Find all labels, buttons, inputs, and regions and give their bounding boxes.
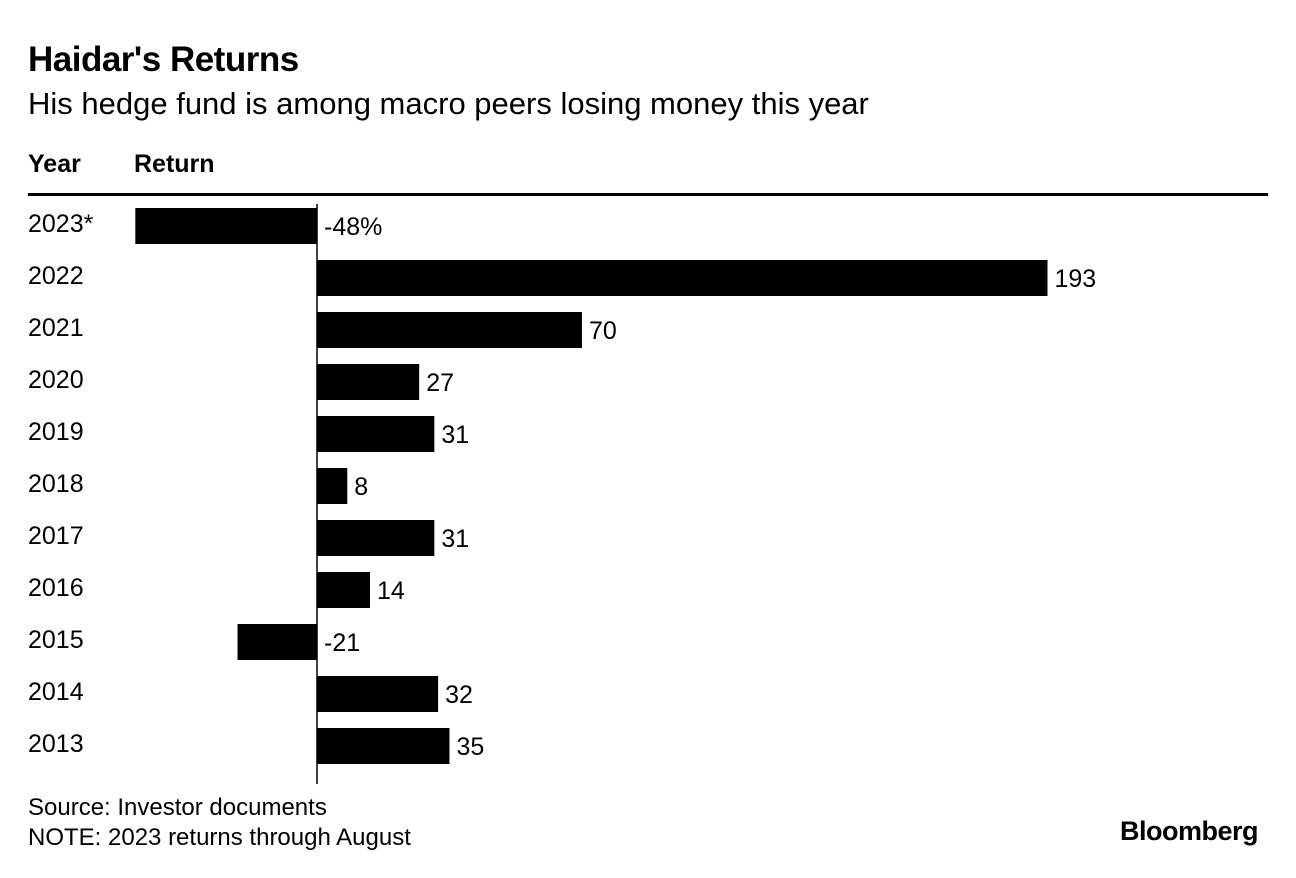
value-label: 8 xyxy=(354,473,368,501)
year-label: 2023* xyxy=(28,210,94,238)
bloomberg-logo: Bloomberg xyxy=(1119,816,1259,846)
bar-2023 xyxy=(135,208,317,244)
year-label: 2018 xyxy=(28,470,84,498)
value-label: 70 xyxy=(589,317,617,345)
value-label: 31 xyxy=(441,525,469,553)
value-label: 31 xyxy=(441,421,469,449)
value-label: 32 xyxy=(445,681,473,709)
year-label: 2016 xyxy=(28,574,84,602)
value-label: 27 xyxy=(426,369,454,397)
footnote: NOTE: 2023 returns through August xyxy=(28,824,411,851)
year-label: 2014 xyxy=(28,678,84,706)
year-label: 2020 xyxy=(28,366,84,394)
chart-subtitle: His hedge fund is among macro peers losi… xyxy=(28,86,869,121)
value-label: 193 xyxy=(1055,265,1097,293)
value-label: 14 xyxy=(377,577,405,605)
bar-2019 xyxy=(317,416,435,452)
bar-2017 xyxy=(317,520,435,556)
year-label: 2015 xyxy=(28,626,84,654)
year-label: 2022 xyxy=(28,262,84,290)
bar-2015 xyxy=(237,624,317,660)
year-label: 2013 xyxy=(28,730,84,758)
bar-2021 xyxy=(317,312,582,348)
bar-2013 xyxy=(317,728,450,764)
value-label: -21 xyxy=(324,629,360,657)
value-label: -48% xyxy=(324,213,382,241)
value-label: 35 xyxy=(456,733,484,761)
year-label: 2021 xyxy=(28,314,84,342)
year-label: 2019 xyxy=(28,418,84,446)
source-note: Source: Investor documents xyxy=(28,794,327,821)
bar-2022 xyxy=(317,260,1048,296)
year-label: 2017 xyxy=(28,522,84,550)
column-header-year: Year xyxy=(28,150,81,178)
bar-2014 xyxy=(317,676,439,712)
column-header-return: Return xyxy=(134,150,215,178)
bar-2016 xyxy=(317,572,370,608)
bar-2018 xyxy=(317,468,348,504)
chart-title: Haidar's Returns xyxy=(28,40,299,79)
bar-2020 xyxy=(317,364,420,400)
header-rule xyxy=(28,193,1268,196)
